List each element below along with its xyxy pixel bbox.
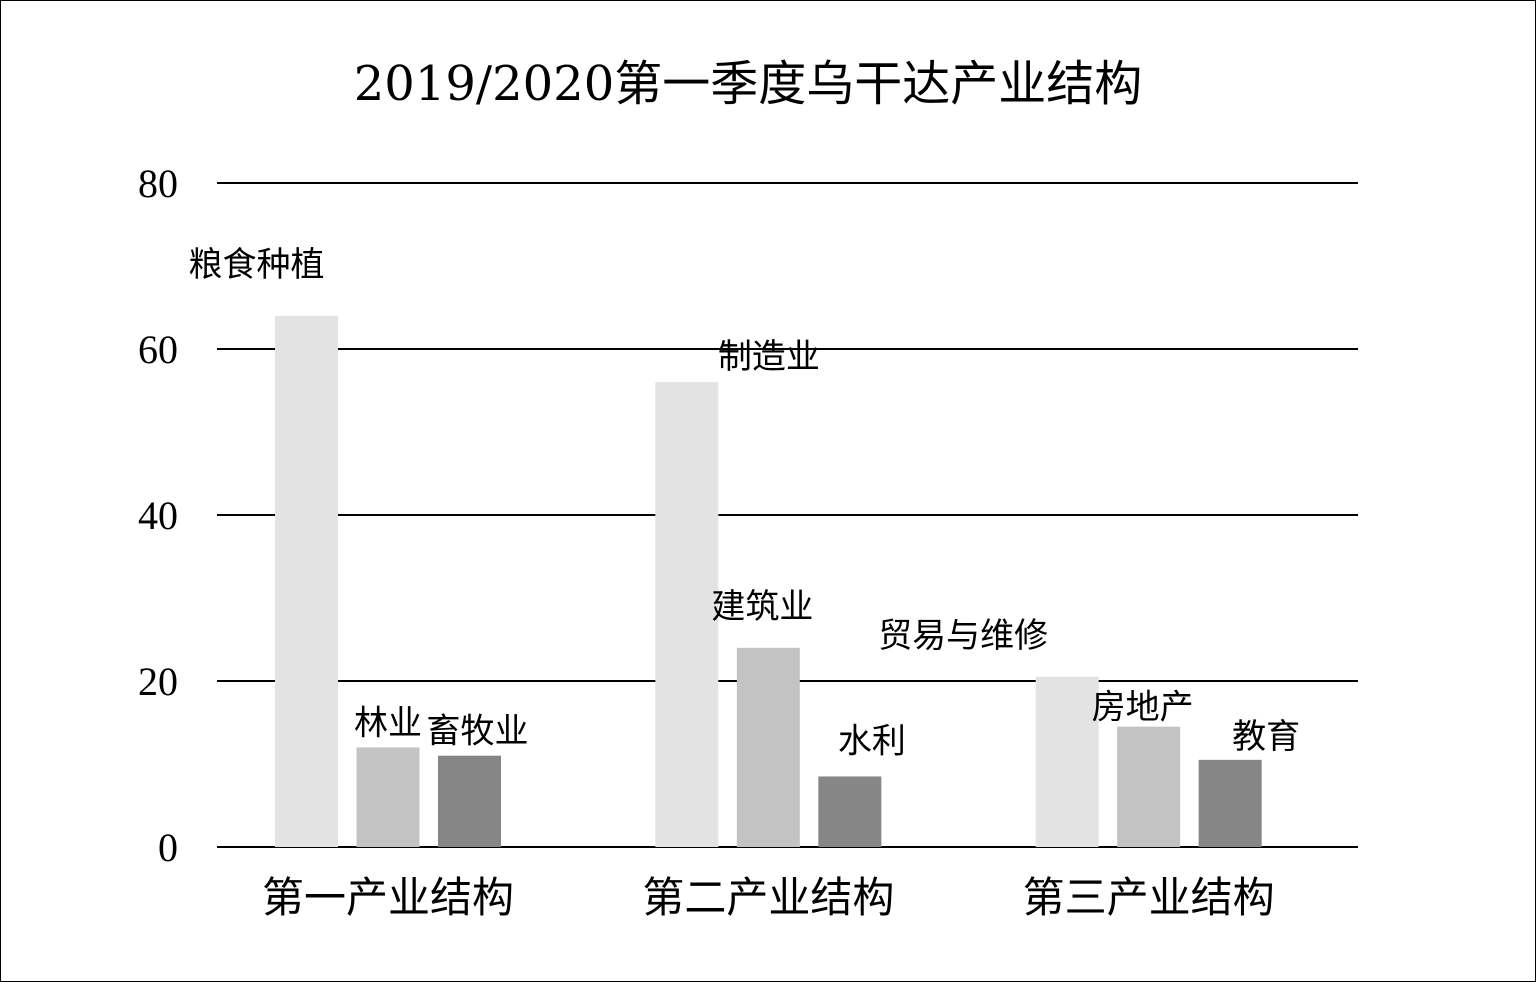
bar [356,747,420,847]
x-category-label: 第二产业结构 [642,873,894,922]
bar-label: 贸易与维修 [878,616,1048,656]
y-axis-ticks: 0 20 40 60 80 [138,161,178,870]
x-axis-categories: 第一产业结构 第二产业结构 第三产业结构 [262,873,1275,922]
bar [818,776,882,847]
y-tick-label: 60 [138,327,178,372]
bar-label: 教育 [1232,717,1300,757]
bar [275,315,338,847]
y-tick-label: 20 [138,659,178,704]
bar [1198,759,1262,847]
y-tick-label: 0 [158,825,178,870]
bar-label: 林业 [354,703,422,743]
chart-title: 2019/2020第一季度乌干达产业结构 [354,56,1143,112]
bar-label: 制造业 [718,337,820,377]
y-tick-label: 40 [138,493,178,538]
y-tick-label: 80 [138,161,178,206]
bars [275,315,1262,847]
bar-label: 房地产 [1092,688,1194,728]
bar [1035,676,1099,847]
bar-label: 建筑业 [711,587,813,627]
bar [655,382,719,847]
bar-label: 粮食种植 [189,245,325,285]
x-category-label: 第一产业结构 [262,873,514,922]
bar-label: 水利 [838,721,906,761]
bar [736,647,800,847]
bar-label: 畜牧业 [427,712,529,752]
x-category-label: 第三产业结构 [1023,873,1275,922]
bar [1117,726,1181,847]
bar [438,755,501,847]
